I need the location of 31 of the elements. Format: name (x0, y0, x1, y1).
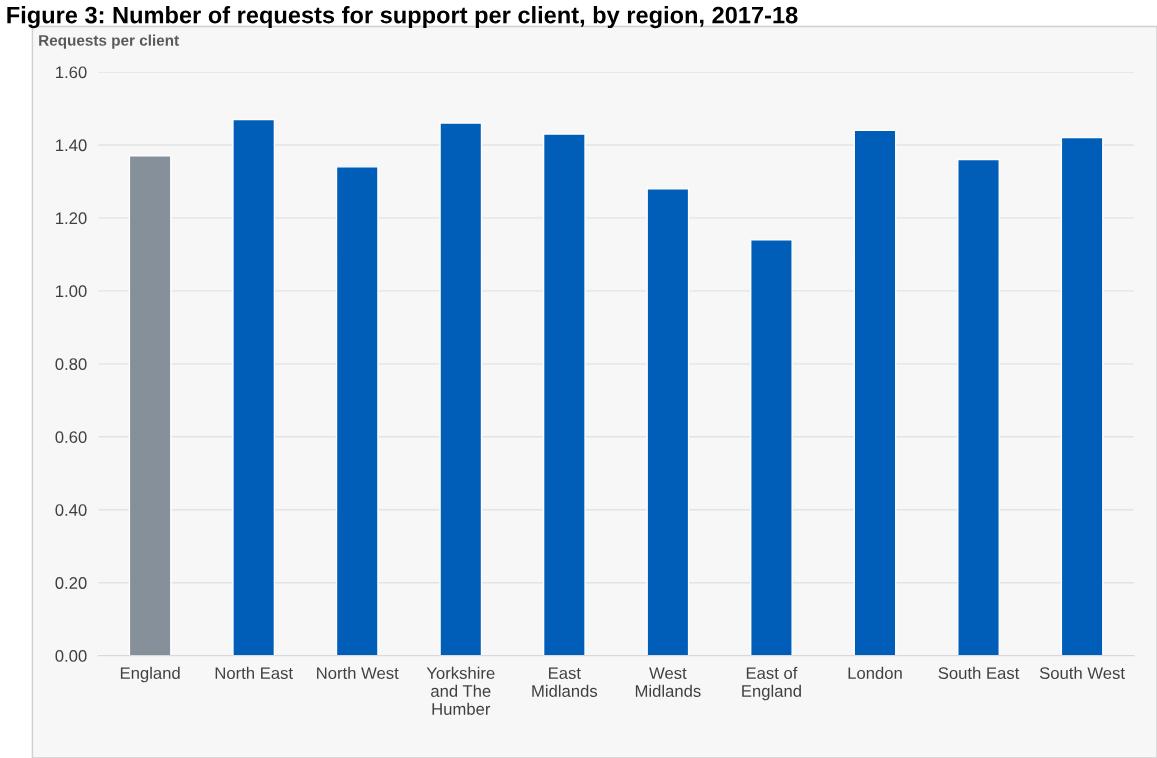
x-tick-label: East Midlands (532, 667, 598, 697)
x-tick-label: East of England (742, 666, 801, 701)
bar (957, 158, 1000, 656)
x-tick-label: South West (1039, 666, 1125, 680)
x-tick-label: South East (938, 666, 1020, 680)
y-tick-label: 0.60 (55, 431, 87, 443)
x-tick-label: West Midlands (635, 667, 701, 697)
chart-title: Figure 3: Number of requests for support per client, by region, 2017-18 (7, 6, 798, 29)
y-tick-label: 0.00 (55, 650, 87, 662)
bar (853, 129, 897, 656)
x-tick-label: London (848, 666, 902, 680)
y-tick-label: 1.00 (56, 285, 87, 298)
y-tick-label: 1.40 (56, 139, 87, 152)
y-tick-label: 0.40 (55, 504, 87, 516)
bar (335, 166, 379, 656)
x-tick-label: Yorkshire and The Humber (426, 666, 495, 715)
y-tick-label: 1.60 (56, 66, 87, 79)
y-tick-label: 0.20 (55, 577, 87, 589)
bar (750, 239, 793, 656)
bar (646, 188, 690, 656)
bar (1060, 136, 1104, 656)
bar (128, 155, 172, 656)
x-tick-label: North East (215, 666, 293, 680)
bar (542, 133, 586, 656)
y-tick-label: 0.80 (55, 358, 87, 371)
x-tick-label: England (120, 666, 180, 683)
y-tick-label: 1.20 (56, 212, 87, 225)
x-tick-label: North West (317, 666, 399, 680)
bar (439, 122, 483, 656)
y-axis-title: Requests per client (39, 34, 179, 49)
bar (232, 118, 276, 656)
